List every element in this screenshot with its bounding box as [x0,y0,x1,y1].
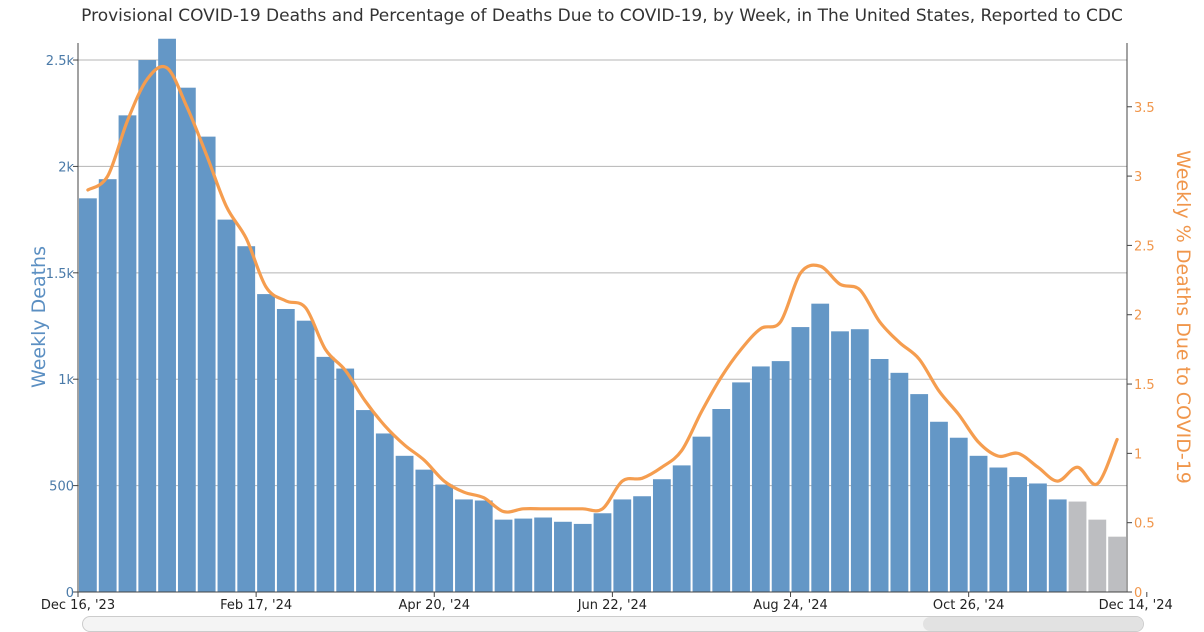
bar[interactable] [969,455,988,592]
x-tick-label: Jun 22, '24 [577,598,647,613]
right-axis-ticks: 0 0.5 1 1.5 2 2.5 3 3.5 [1127,101,1155,601]
bar[interactable] [554,521,572,592]
range-scrollbar[interactable] [82,616,1144,632]
right-tick-label: 3.5 [1134,101,1155,116]
bar[interactable] [534,517,553,592]
bar[interactable] [811,303,830,592]
x-tick-label: Feb 17, '24 [220,598,292,613]
bar[interactable] [395,455,414,592]
x-axis-ticks: Dec 16, '23 Feb 17, '24 Apr 20, '24 Jun 22,… [41,592,1173,613]
bar[interactable] [356,410,374,592]
bar[interactable] [197,136,216,592]
chart-title: Provisional COVID-19 Deaths and Percenta… [81,6,1123,26]
bar-incomplete[interactable] [1088,519,1107,592]
left-tick-label: 0 [66,586,74,601]
right-tick-label: 1 [1134,447,1142,462]
bar[interactable] [296,320,315,592]
bar-series[interactable] [79,38,1126,593]
bar[interactable] [949,437,968,592]
bar[interactable] [316,356,335,592]
left-tick-label: 500 [49,480,74,495]
bar[interactable] [138,60,157,592]
bar[interactable] [672,465,691,592]
bar[interactable] [791,327,810,592]
bar[interactable] [831,331,849,592]
bar[interactable] [870,358,889,592]
bar[interactable] [771,361,790,592]
bar[interactable] [217,219,236,592]
right-tick-label: 0.5 [1134,517,1155,532]
gridlines [78,59,1127,487]
line-series[interactable] [86,64,1119,514]
bar[interactable] [474,500,493,593]
bar[interactable] [712,409,731,592]
bar[interactable] [593,513,612,592]
bar[interactable] [613,499,632,592]
bar[interactable] [732,382,750,592]
bar[interactable] [98,179,117,593]
bar[interactable] [118,115,137,592]
bar[interactable] [276,308,295,592]
bar[interactable] [751,366,770,592]
bar[interactable] [910,394,929,592]
bar[interactable] [930,421,948,592]
right-tick-label: 3 [1134,170,1142,185]
left-axis-title: Weekly Deaths [28,246,50,388]
left-tick-label: 2.5k [46,54,75,69]
bar[interactable] [177,87,196,593]
bar[interactable] [79,198,97,592]
x-tick-label: Oct 26, '24 [933,598,1005,613]
bar[interactable] [890,372,909,592]
right-tick-label: 1.5 [1134,378,1155,393]
left-tick-label: 2k [58,160,74,175]
bar[interactable] [1009,477,1028,592]
bar[interactable] [375,433,394,592]
bar[interactable] [257,294,275,592]
right-tick-label: 2 [1134,309,1142,324]
bar[interactable] [237,246,256,592]
bar[interactable] [652,479,671,592]
right-tick-label: 2.5 [1134,239,1155,254]
left-axis-ticks: 0 500 1k 1.5k 2k 2.5k [46,54,78,601]
scrollbar-thumb[interactable] [923,617,1143,631]
bar[interactable] [494,519,513,592]
right-axis-title: Weekly % Deaths Due to COVID-19 [1172,150,1194,484]
bar[interactable] [336,368,355,592]
bar[interactable] [435,484,454,592]
x-tick-label: Apr 20, '24 [398,598,470,613]
bar[interactable] [1029,483,1047,592]
bar[interactable] [633,496,651,592]
right-tick-label: 0 [1134,586,1142,601]
bar[interactable] [573,523,592,592]
x-tick-label: Dec 14, '24 [1099,598,1173,613]
axes [77,43,1128,593]
bar[interactable] [415,469,434,592]
bar[interactable] [514,518,533,592]
x-tick-label: Dec 16, '23 [41,598,115,613]
bar[interactable] [158,38,176,592]
bar[interactable] [455,499,473,592]
bar-incomplete[interactable] [1068,501,1087,592]
bar[interactable] [1048,499,1067,592]
bar-incomplete[interactable] [1108,536,1126,592]
bar[interactable] [850,329,869,592]
bar[interactable] [692,436,711,592]
bar[interactable] [989,467,1008,592]
x-tick-label: Aug 24, '24 [753,598,827,613]
pct-deaths-line[interactable] [86,64,1119,514]
left-tick-label: 1.5k [46,267,75,282]
left-tick-label: 1k [58,373,74,388]
